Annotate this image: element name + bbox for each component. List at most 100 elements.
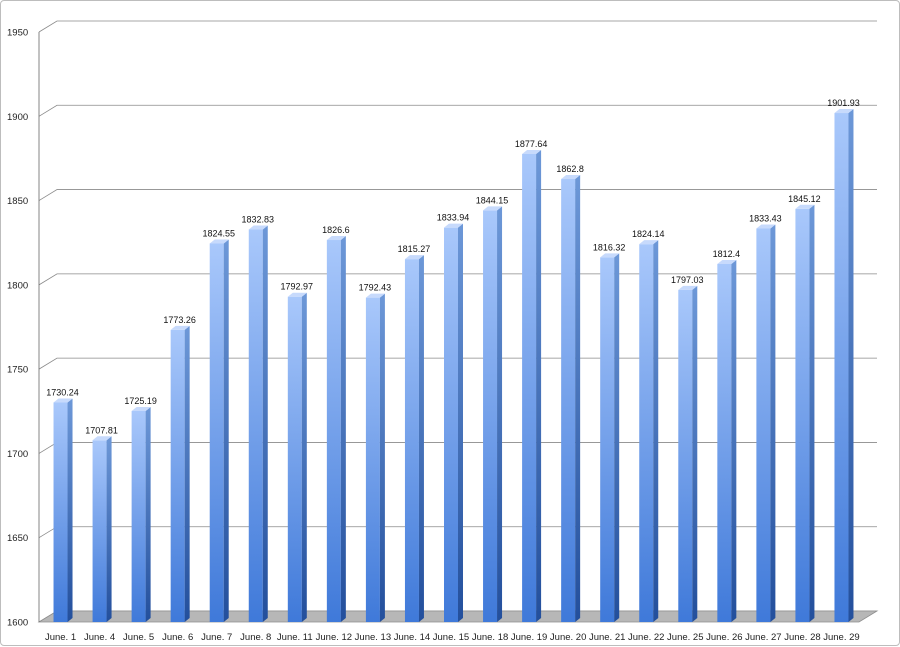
grid-line [38, 104, 877, 117]
bar-side [770, 224, 776, 622]
bar-top [326, 236, 346, 241]
bar [365, 293, 385, 622]
x-tick-label: June. 6 [162, 632, 193, 643]
bar [756, 224, 776, 622]
y-tick-label: 1650 [7, 533, 28, 544]
x-tick-label: June. 21 [589, 632, 625, 643]
x-tick-label: June. 11 [277, 632, 313, 643]
bar-side [418, 255, 424, 623]
bar [131, 406, 151, 622]
bar-side [575, 174, 581, 622]
x-tick-label: June. 20 [550, 632, 586, 643]
bar-side [301, 292, 307, 622]
x-tick-label: June. 25 [667, 632, 703, 643]
bar-top [170, 325, 190, 330]
data-label: 1901.93 [827, 98, 860, 108]
data-label: 1833.94 [437, 213, 470, 223]
bar-top [365, 293, 385, 298]
bar-front [756, 228, 771, 622]
bar-top [522, 149, 542, 154]
data-label: 1725.19 [124, 396, 157, 406]
bar-top [248, 225, 268, 230]
bar-side [223, 239, 229, 623]
data-label: 1845.12 [788, 194, 821, 204]
bar-front [53, 402, 68, 622]
bar-side [653, 240, 659, 622]
x-tick-label: June. 13 [355, 632, 391, 643]
bar [326, 236, 346, 622]
bar-front [795, 208, 810, 622]
x-tick-label: June. 29 [823, 632, 859, 643]
bar [53, 398, 73, 622]
data-label: 1833.43 [749, 214, 782, 224]
bar-top [131, 406, 151, 411]
bar [287, 292, 307, 622]
bar-front [561, 178, 576, 622]
data-label: 1707.81 [85, 425, 118, 435]
bar-top [444, 223, 463, 228]
bar-top [834, 109, 854, 114]
bars [53, 109, 854, 623]
bar-side [379, 293, 385, 622]
bar-side [262, 225, 268, 622]
bar-side [809, 204, 815, 622]
bar [561, 174, 581, 622]
bar [678, 285, 698, 622]
y-tick-label: 1850 [7, 196, 28, 207]
bar-front [404, 259, 419, 622]
bar-top [639, 240, 659, 245]
bar-top [483, 206, 503, 211]
data-label: 1792.43 [359, 283, 392, 293]
x-tick-label: June. 27 [745, 632, 781, 643]
x-tick-label: June. 26 [706, 632, 742, 643]
bar [522, 149, 542, 623]
y-tick-label: 1600 [7, 618, 28, 629]
data-label: 1816.32 [593, 242, 626, 252]
bar-side [184, 325, 190, 622]
x-tick-label: June. 5 [123, 632, 154, 643]
y-tick-label: 1900 [7, 112, 28, 123]
x-tick-label: June. 8 [240, 632, 271, 643]
bar-top [287, 292, 307, 297]
bar-front [483, 210, 498, 622]
labels: 1730.24 June. 1 1707.81 June. 4 1725.19 June.… [45, 98, 860, 643]
y-tick-label: 1800 [7, 280, 28, 291]
bar-side [67, 398, 73, 622]
bar-side [848, 109, 854, 622]
data-label: 1792.97 [281, 282, 314, 292]
x-tick-label: June. 15 [433, 632, 469, 643]
data-label: 1877.64 [515, 139, 548, 149]
x-tick-label: June. 4 [84, 632, 115, 643]
y-tick-label: 1750 [7, 365, 28, 376]
bar [444, 223, 463, 623]
bar-front [170, 329, 185, 622]
x-tick-label: June. 19 [511, 632, 547, 643]
x-tick-label: June. 12 [316, 632, 352, 643]
bar-side [145, 406, 151, 622]
bar-front [287, 296, 302, 622]
bar-side [536, 149, 542, 623]
bar-front [639, 244, 654, 622]
data-label: 1826.6 [322, 225, 350, 235]
bar-top [756, 224, 776, 229]
bar-side [731, 259, 737, 622]
bar-top [678, 285, 698, 290]
bar [209, 239, 229, 623]
bar-side [106, 436, 112, 622]
data-label: 1824.14 [632, 229, 665, 239]
bar [795, 204, 815, 622]
x-tick-label: June. 18 [472, 632, 508, 643]
bar [92, 436, 112, 622]
bar [639, 240, 659, 622]
bar-top [53, 398, 73, 403]
bar [170, 325, 190, 622]
bar-front [717, 263, 732, 622]
bar-front [600, 257, 615, 622]
bar [834, 109, 854, 622]
bar-front [326, 240, 341, 622]
x-tick-label: June. 28 [784, 632, 820, 643]
data-label: 1844.15 [476, 195, 509, 205]
bar [483, 206, 503, 622]
bar-front [209, 243, 224, 623]
